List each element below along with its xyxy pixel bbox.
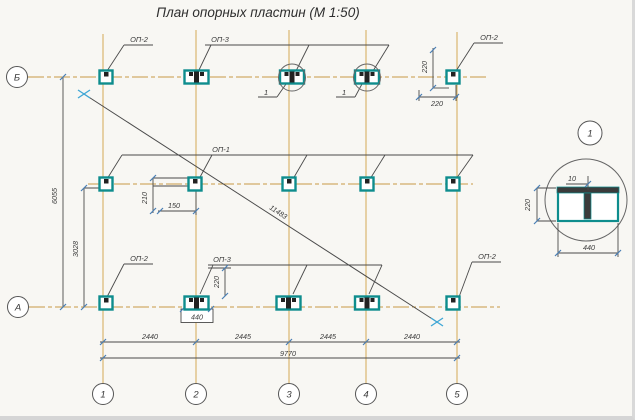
dim-bottom-plate-w: 440 (191, 313, 203, 322)
label-op1: ОП-1 (212, 145, 230, 154)
detail-view: 1 10 220 440 (523, 120, 628, 257)
dim-total-width: 9770 (280, 349, 296, 358)
leader-op2-top-left: ОП-2 (106, 35, 153, 72)
drawing-title: План опорных пластин (М 1:50) (156, 5, 359, 20)
callout-label: 1 (264, 88, 268, 97)
dim-mid-plate: 150 210 (140, 174, 200, 215)
column-label-4: 4 (363, 390, 368, 401)
column-label-1: 1 (100, 390, 105, 401)
detail-dim-width: 440 (583, 243, 595, 252)
axis-label-b: Б (14, 73, 20, 84)
column-label-3: 3 (286, 390, 292, 401)
detail-stem-section (583, 192, 592, 220)
callout-label: 1 (342, 88, 346, 97)
dim-mid-plate-h: 210 (140, 192, 149, 205)
callout-1-col4: 1 (336, 83, 363, 98)
dim-row-spacing: 3028 (71, 241, 80, 257)
detail-marker-circle-col3 (278, 63, 306, 92)
detail-dim-thickness: 10 (568, 174, 576, 183)
label-op3: ОП-3 (213, 255, 232, 264)
axis-bubbles: Б А (6, 66, 29, 318)
detail-number: 1 (587, 129, 592, 140)
leader-op2-bottom-left: ОП-2 (106, 254, 153, 298)
detail-bubble (544, 158, 628, 242)
dim-left-heights: 6055 3028 (50, 73, 101, 311)
dim-top-right-v: 220 (420, 61, 429, 74)
dim-bottom-plate: 220 440 (179, 264, 231, 323)
plates-row-b (98, 63, 461, 92)
leader-op3-bottom: ОП-3 (199, 255, 383, 295)
detail-marker-circle-col4 (353, 63, 381, 92)
label-op3: ОП-3 (211, 35, 230, 44)
column-label-2: 2 (192, 390, 199, 401)
dim-mid-plate-w: 150 (168, 201, 180, 210)
dim-bottom-chain: 2440 2445 2445 2440 9770 (99, 332, 461, 362)
dim-span-1: 2440 (141, 332, 158, 341)
detail-dim-height: 220 (523, 199, 532, 212)
dim-bottom-plate-offset: 220 (212, 276, 221, 289)
diagonal-dimension: 11483 (77, 89, 444, 327)
axis-label-a: А (14, 303, 21, 314)
dim-diagonal: 11483 (268, 203, 289, 221)
label-op2: ОП-2 (130, 254, 148, 263)
label-op2: ОП-2 (130, 35, 148, 44)
plates-row-mid (98, 176, 461, 192)
dim-span-4: 2440 (403, 332, 420, 341)
dim-top-right-h: 220 (430, 99, 443, 108)
row-axis-lines (28, 76, 500, 308)
leader-op2-bottom-right: ОП-2 (458, 252, 501, 298)
leader-op3-top: ОП-3 (198, 35, 390, 72)
plates-row-a (98, 295, 461, 311)
leader-op2-top-right: ОП-2 (455, 33, 503, 72)
dim-total-height: 6055 (50, 187, 59, 204)
column-label-5: 5 (454, 390, 460, 401)
dim-span-2: 2445 (234, 332, 252, 341)
column-bubbles: 1 2 3 4 5 (92, 383, 468, 405)
dim-top-right-offsets: 220 220 (415, 46, 460, 108)
label-op2: ОП-2 (478, 252, 496, 261)
callout-1-col3: 1 (258, 83, 287, 98)
label-op2: ОП-2 (480, 33, 498, 42)
leader-op1-mid: ОП-1 (106, 145, 474, 180)
dim-span-3: 2445 (319, 332, 337, 341)
column-grid-lines (102, 30, 458, 383)
